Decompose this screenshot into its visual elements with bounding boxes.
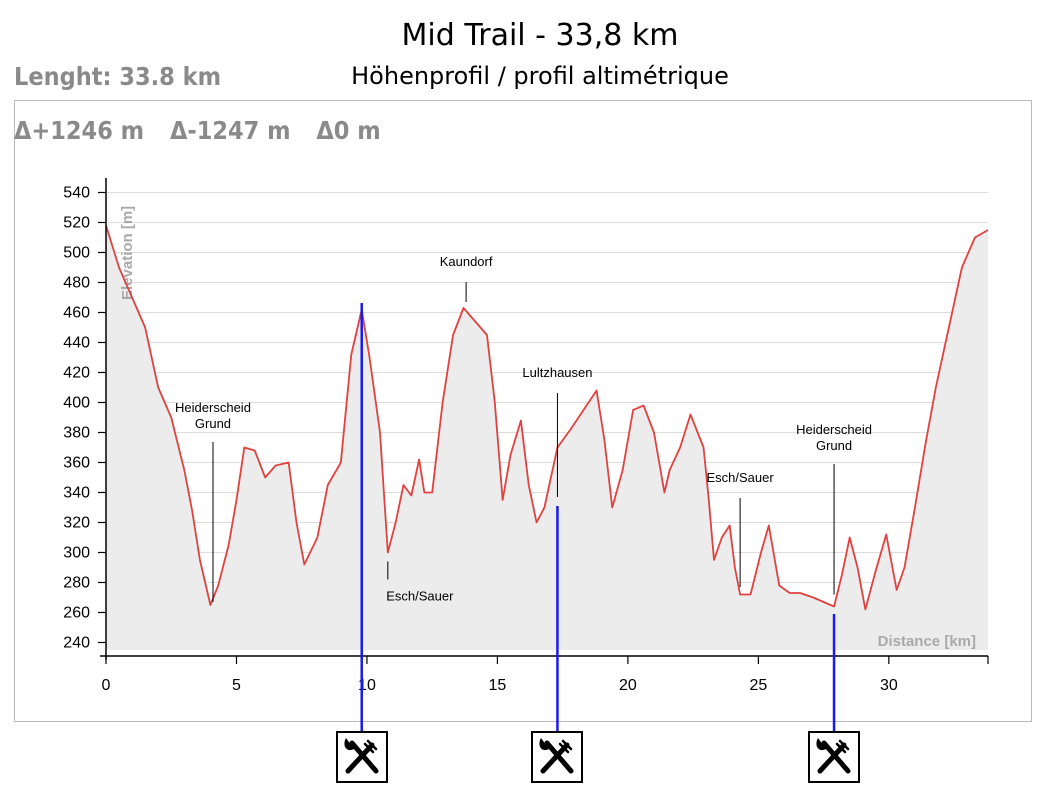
y-tick-label: 300 [63,545,90,562]
x-tick-label: 15 [489,677,507,694]
length-stat: Lenght: 33.8 km [14,62,222,91]
chart-panel [14,100,1032,722]
descent-stat: Δ-1247 m [169,116,291,145]
annotation-label: Heiderscheid [175,400,251,415]
chart-subtitle: Höhenprofil / profil altimétrique [351,62,729,90]
y-tick-label: 440 [63,335,90,352]
y-tick-label: 240 [63,635,90,652]
annotation-label: Esch/Sauer [706,470,774,485]
fork-and-knife-icon [335,731,388,783]
x-tick-label: 0 [102,677,111,694]
annotation-label: Esch/Sauer [386,589,454,604]
x-tick-label: 25 [749,677,767,694]
y-tick-label: 500 [63,245,90,262]
y-tick-label: 520 [63,215,90,232]
chart-title: Mid Trail - 33,8 km [401,18,679,53]
x-tick-label: 20 [619,677,637,694]
y-tick-label: 360 [63,455,90,472]
fork-and-knife-icon [808,731,861,783]
annotation-label: Lultzhausen [522,365,592,380]
annotation-label-line2: Grund [195,416,231,431]
annotation-label: Kaundorf [440,254,493,269]
ascent-stat: Δ+1246 m [14,116,145,145]
annotation-label: Heiderscheid [796,422,872,437]
annotation-label-line2: Grund [816,438,852,453]
y-tick-label: 460 [63,305,90,322]
y-tick-label: 480 [63,275,90,292]
y-tick-label: 540 [63,185,90,202]
elevation-area [106,225,988,650]
elevation-stats: Δ+1246 m Δ-1247 m Δ0 m [14,116,399,145]
elevation-line [105,225,989,611]
y-tick-label: 380 [63,425,90,442]
y-tick-label: 400 [63,395,90,412]
x-tick-label: 30 [880,677,898,694]
y-tick-label: 420 [63,365,90,382]
y-tick-label: 340 [63,485,90,502]
fork-and-knife-icon [531,731,584,783]
y-tick-label: 280 [63,575,90,592]
x-tick-label: 5 [232,677,241,694]
net-change-stat: Δ0 m [316,116,381,145]
y-tick-label: 260 [63,605,90,622]
x-axis-label: Distance [km] [878,633,976,650]
y-tick-label: 320 [63,515,90,532]
